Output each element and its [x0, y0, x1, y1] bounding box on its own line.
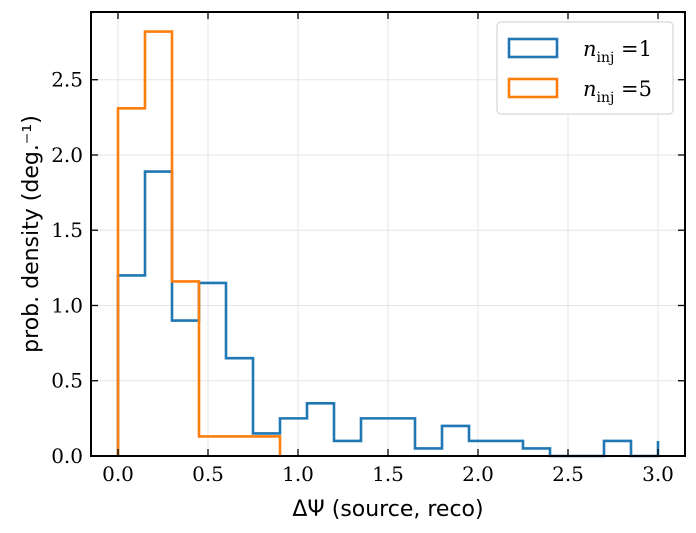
y-tick-label: 0.0 [51, 444, 83, 468]
ticks: 0.0 0.5 1.0 1.5 2.0 2.5 3.0 0.0 0.5 1.0 1.5 2.0 2.5 [51, 12, 685, 486]
histogram-bar [469, 441, 496, 456]
histogram-bar [199, 436, 226, 456]
legend-suffix: =1 [614, 37, 652, 61]
legend-subscript: inj [597, 90, 615, 106]
histogram-series-2 [116, 30, 282, 456]
legend-box [496, 21, 674, 115]
y-tick-label: 2.5 [51, 68, 83, 92]
histogram-bar [253, 436, 280, 456]
x-tick-label: 2.5 [552, 462, 584, 486]
legend-symbol: n [583, 37, 597, 61]
x-tick-label: 1.5 [372, 462, 404, 486]
x-tick-label: 0.5 [192, 462, 224, 486]
legend-suffix: =5 [614, 77, 652, 101]
legend-swatch [507, 37, 559, 59]
y-tick-label: 1.5 [51, 218, 83, 242]
y-tick-label: 2.0 [51, 143, 83, 167]
histogram-bar [604, 441, 631, 456]
legend-subscript: inj [597, 50, 615, 66]
histogram-bar [145, 32, 172, 456]
legend-swatch [507, 77, 559, 99]
legend-entry-label: ninj =5 [583, 77, 652, 106]
histogram-bar [415, 448, 442, 456]
histogram-bar [442, 426, 469, 456]
histogram-bar [334, 441, 361, 456]
histogram-bar [496, 441, 523, 456]
x-tick-label: 0.0 [102, 462, 134, 486]
histogram-bar [388, 418, 415, 456]
histogram-bar [226, 436, 253, 456]
legend-entry-label: ninj =1 [583, 37, 652, 66]
histogram-bar [523, 448, 550, 456]
histogram-bar [280, 418, 307, 456]
histogram-bar [199, 283, 226, 456]
x-tick-label: 3.0 [642, 462, 674, 486]
histogram-bar [172, 281, 199, 456]
y-tick-label: 1.0 [51, 293, 83, 317]
histogram-bar [118, 108, 145, 456]
x-tick-label: 2.0 [462, 462, 494, 486]
y-tick-label: 0.5 [51, 369, 83, 393]
histogram-bar [307, 403, 334, 456]
legend-symbol: n [583, 77, 597, 101]
histogram-bar [361, 418, 388, 456]
x-tick-label: 1.0 [282, 462, 314, 486]
x-axis-label: ΔΨ (source, reco) [292, 497, 483, 522]
y-axis-label: prob. density (deg.⁻¹) [19, 115, 44, 353]
